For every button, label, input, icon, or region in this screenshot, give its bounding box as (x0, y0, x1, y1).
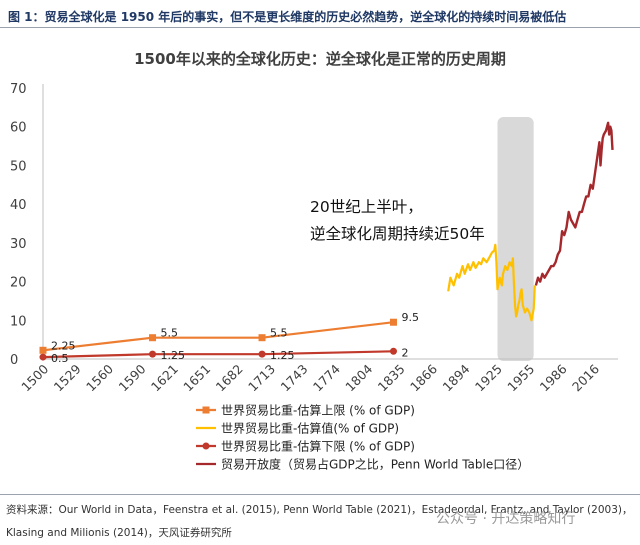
chart-title: 1500年以来的全球化历史：逆全球化是正常的历史周期 (134, 50, 506, 68)
top-divider (0, 27, 640, 28)
series-point-upper (389, 318, 397, 326)
x-tick-label: 1804 (342, 361, 375, 394)
annotation-line-2: 逆全球化周期持续近50年 (310, 225, 485, 243)
legend-label-openness: 贸易开放度（贸易占GDP之比，Penn World Table口径） (221, 457, 529, 472)
data-label-lower: 2 (401, 346, 408, 359)
chart: 1500年以来的全球化历史：逆全球化是正常的历史周期 0 10 20 30 40 50 60… (10, 50, 618, 472)
x-tick-label: 1774 (310, 361, 343, 394)
series-point-lower (389, 347, 397, 355)
data-label-lower: 0.5 (51, 352, 69, 365)
x-tick-label: 1894 (439, 361, 472, 394)
y-tick-label: 30 (10, 237, 27, 252)
series-point-upper (258, 334, 266, 342)
data-label-upper: 5.5 (161, 327, 179, 340)
x-tick-label: 1500 (18, 361, 51, 394)
x-tick-label: 1743 (277, 361, 310, 394)
data-label-lower: 1.25 (270, 349, 295, 362)
data-label-upper: 5.5 (270, 327, 288, 340)
x-tick-label: 2016 (569, 361, 602, 394)
x-tick-label: 1925 (472, 361, 505, 394)
x-tick-label: 1529 (51, 361, 84, 394)
legend-marker-upper (202, 406, 210, 414)
y-tick-label: 70 (10, 82, 27, 97)
series-point-lower (149, 350, 157, 358)
x-tick-label: 1621 (148, 361, 181, 394)
x-tick-label: 1866 (407, 361, 440, 394)
series-line-openness (534, 121, 614, 286)
x-tick-label: 1955 (504, 361, 537, 394)
y-tick-label: 10 (10, 314, 27, 329)
shaded-period (497, 117, 534, 361)
legend-marker-lower (202, 442, 210, 450)
series-point-lower (39, 353, 47, 361)
x-tick-label: 1590 (115, 361, 148, 394)
data-label-upper: 2.25 (51, 339, 76, 352)
y-tick-label: 0 (10, 353, 18, 368)
x-tick-label: 1651 (180, 361, 213, 394)
watermark: 公众号 · 开达策略知行 (436, 511, 576, 527)
figure-title: 图 1：贸易全球化是 1950 年后的事实，但不是更长维度的历史必然趋势，逆全球… (8, 10, 567, 24)
data-label-upper: 9.5 (401, 311, 419, 324)
series-point-upper (39, 346, 47, 354)
y-tick-label: 50 (10, 159, 27, 174)
bottom-divider (0, 494, 640, 495)
x-tick-label: 1560 (83, 361, 116, 394)
x-tick-label: 1986 (537, 361, 570, 394)
y-tick-label: 20 (10, 276, 27, 291)
series-point-upper (149, 334, 157, 342)
data-label-lower: 1.25 (161, 349, 186, 362)
legend-label-lower: 世界贸易比重-估算下限 (% of GDP) (221, 439, 415, 454)
annotation-line-1: 20世纪上半叶， (310, 198, 423, 216)
legend-label-upper: 世界贸易比重-估算上限 (% of GDP) (221, 403, 415, 418)
x-tick-label: 1835 (375, 361, 408, 394)
x-tick-label: 1682 (213, 361, 246, 394)
series-line-upper (42, 321, 394, 352)
source-note: 资料来源：Our World in Data，Feenstra et al. (… (6, 504, 633, 539)
y-tick-label: 40 (10, 198, 27, 213)
series-line-lower (42, 350, 394, 359)
series-point-lower (258, 350, 266, 358)
x-tick-label: 1713 (245, 361, 278, 394)
series-line-estimate (447, 243, 536, 322)
legend-label-estimate: 世界贸易比重-估算值(% of GDP) (221, 421, 399, 436)
y-tick-label: 60 (10, 121, 27, 136)
